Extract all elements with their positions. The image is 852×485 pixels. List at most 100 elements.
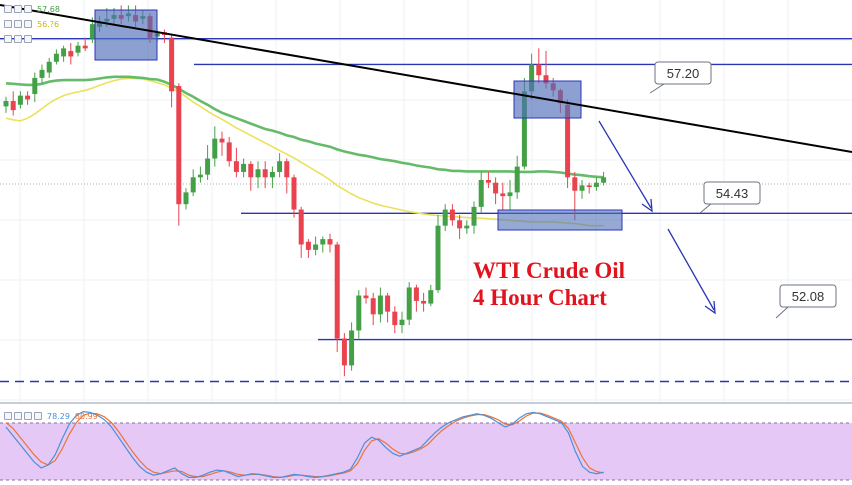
candle — [435, 214, 441, 293]
candle — [53, 49, 59, 65]
candle-body — [579, 185, 585, 191]
candle — [183, 188, 189, 210]
eye-icon[interactable] — [4, 20, 12, 28]
close-icon[interactable] — [24, 35, 32, 43]
candle — [593, 177, 599, 191]
forecast-arrow-1-head — [641, 198, 653, 213]
candles — [3, 5, 607, 377]
eye-icon[interactable] — [4, 35, 12, 43]
close-icon[interactable] — [24, 412, 32, 420]
candle-body — [377, 295, 383, 315]
annotation-line-1: WTI Crude Oil — [473, 258, 625, 283]
candle-body — [334, 244, 340, 339]
candle-body — [529, 64, 535, 92]
candle-body — [493, 182, 499, 194]
stochastic-k-line — [5, 410, 604, 479]
candle-body — [536, 64, 542, 76]
candle-body — [190, 177, 196, 193]
candle-body — [406, 287, 412, 320]
candle — [212, 126, 218, 167]
candle-body — [17, 95, 23, 105]
candle-body — [485, 180, 491, 183]
forecast-arrow-2-head — [704, 300, 716, 315]
candle — [277, 153, 283, 178]
candle — [327, 233, 333, 253]
settings-icon[interactable] — [14, 412, 22, 420]
eye-icon[interactable] — [4, 412, 12, 420]
candle — [68, 42, 74, 65]
candle-body — [61, 48, 67, 57]
candle — [601, 171, 607, 186]
price-label-57-20[interactable]: 57.20 — [649, 61, 712, 94]
candle-body — [464, 225, 470, 229]
resistance-zone-left[interactable] — [94, 9, 158, 61]
settings-icon[interactable] — [14, 35, 22, 43]
price-label-52-08[interactable]: 52.08 — [775, 284, 837, 319]
candle — [190, 169, 196, 197]
candle — [25, 91, 31, 105]
candle-body — [248, 163, 254, 178]
candle — [457, 214, 463, 240]
candle — [226, 137, 232, 167]
candle — [17, 91, 23, 109]
candle — [255, 161, 261, 189]
candle — [370, 292, 376, 326]
eye-icon[interactable] — [4, 5, 12, 13]
candle-body — [75, 45, 81, 53]
candle-body — [169, 37, 175, 92]
candle-body — [392, 311, 398, 326]
candle — [10, 91, 16, 116]
candle — [305, 239, 311, 258]
candle-body — [586, 185, 592, 187]
forecast-arrow-1-shaft — [598, 120, 652, 209]
stochastic-panel-background — [0, 423, 852, 480]
candle-body — [82, 45, 88, 49]
candle-body — [478, 180, 484, 207]
more-icon[interactable] — [34, 412, 42, 420]
candle — [233, 147, 239, 178]
candle-body — [233, 161, 239, 172]
candle-body — [349, 330, 355, 366]
candle — [291, 174, 297, 218]
close-icon[interactable] — [24, 5, 32, 13]
settings-icon[interactable] — [14, 5, 22, 13]
candle-body — [370, 298, 376, 315]
candle-body — [593, 182, 599, 187]
price-label-text: 54.43 — [716, 186, 749, 201]
candle-body — [226, 142, 232, 162]
candle-body — [3, 101, 9, 107]
candle — [514, 155, 520, 199]
candle-body — [305, 241, 311, 250]
candle — [507, 180, 513, 210]
candle-body — [89, 24, 95, 39]
candle-body — [356, 295, 362, 331]
candle-body — [385, 295, 391, 312]
candle — [3, 96, 9, 113]
candle — [413, 284, 419, 312]
candle-body — [442, 209, 448, 226]
candle-body — [25, 95, 31, 100]
candle — [39, 64, 45, 84]
candle-body — [500, 193, 506, 197]
downtrend-line[interactable] — [0, 4, 852, 153]
close-icon[interactable] — [24, 20, 32, 28]
candle — [586, 182, 592, 194]
price-label-54-43[interactable]: 54.43 — [699, 181, 761, 214]
candle-body — [421, 300, 427, 304]
candle-body — [449, 209, 455, 221]
settings-icon[interactable] — [14, 20, 22, 28]
annotation-line-2: 4 Hour Chart — [473, 285, 607, 310]
support-zone[interactable] — [497, 209, 623, 231]
candle — [471, 201, 477, 234]
ma-slow-line — [5, 75, 604, 179]
candle-body — [507, 192, 513, 197]
candle-body — [313, 244, 319, 250]
candle-body — [320, 239, 326, 245]
candle-body — [284, 161, 290, 178]
candle-body — [471, 206, 477, 226]
candle — [579, 180, 585, 199]
horizontal-levels — [0, 37, 852, 383]
candle — [442, 204, 448, 232]
indicator-legend-2: 56.?6 — [4, 17, 59, 31]
candle — [421, 292, 427, 312]
